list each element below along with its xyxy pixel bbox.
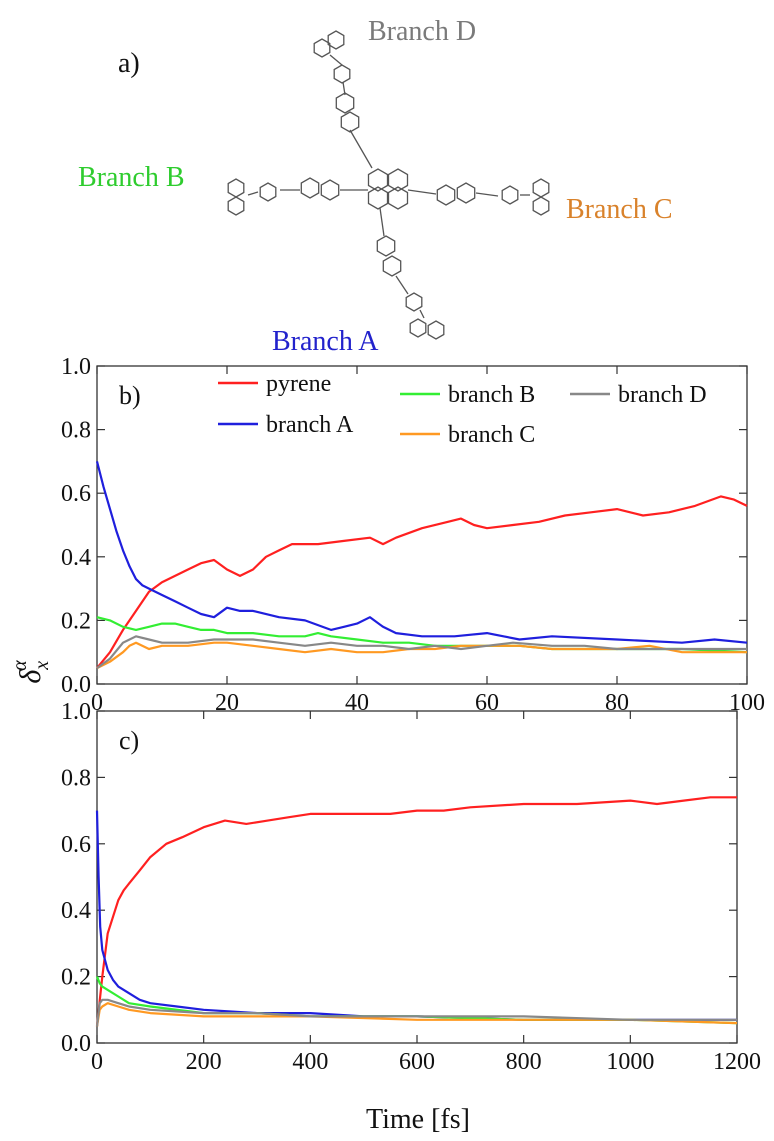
x-tick-label: 0: [91, 690, 103, 716]
y-label-sup: α: [9, 660, 31, 671]
alkyne-bond: [407, 189, 437, 195]
plot-frame: [96, 365, 748, 685]
x-tick-label: 20: [215, 690, 239, 716]
pyrene-ring: [387, 168, 409, 192]
carbazole-ring: [227, 178, 245, 198]
x-tick-label: 0: [91, 1049, 103, 1075]
carbazole-ring: [409, 318, 427, 338]
series-line-pyrene: [96, 495, 748, 669]
x-tick-label: 80: [605, 690, 629, 716]
y-tick-label: 1.0: [61, 699, 91, 725]
alkyne-bond: [342, 81, 346, 96]
alkyne-bond: [475, 192, 499, 197]
pyrene-ring: [387, 186, 409, 210]
panel-label: c): [119, 726, 139, 755]
branch-d-label: Branch D: [368, 16, 476, 47]
x-tick-label: 40: [345, 690, 369, 716]
phenyl-ring: [259, 182, 277, 202]
x-tick-label: 1200: [713, 1049, 761, 1075]
panel-a-label: a): [118, 48, 140, 79]
fluorene-ring: [320, 179, 340, 201]
fluorene-ring: [376, 235, 396, 257]
y-tick-label: 0.0: [61, 1031, 91, 1057]
phenyl-ring: [405, 292, 423, 312]
panel-label: b): [119, 381, 141, 410]
plot-frame: [96, 710, 738, 1044]
alkyne-bond: [379, 207, 385, 237]
phenyl-ring: [333, 64, 351, 84]
panel-b-legend: pyrene branch A branch B branch C branch D: [218, 371, 707, 448]
phenyl-ring: [501, 185, 519, 205]
y-tick-label: 1.0: [61, 354, 91, 380]
pyrene-ring: [367, 168, 389, 192]
fluorene-ring: [340, 111, 360, 133]
y-tick-label: 0.6: [61, 481, 91, 507]
series-line-series-1: [95, 810, 737, 1021]
x-tick-label: 600: [399, 1049, 435, 1075]
y-tick-label: 0.6: [61, 832, 91, 858]
branch-b-label: Branch B: [78, 162, 185, 193]
molecule-structure: [227, 30, 550, 340]
x-tick-label: 1000: [606, 1049, 654, 1075]
panel-a-molecule: a) Branch D Branch B Branch C Branch A: [78, 16, 673, 357]
series-line-branch-A: [95, 461, 748, 644]
series-line-series-0: [95, 796, 737, 1027]
series-line-series-4: [95, 998, 737, 1027]
legend-label: branch C: [448, 422, 535, 448]
x-tick-label: 60: [475, 690, 499, 716]
fluorene-ring: [382, 255, 402, 277]
series-line-branch-C: [96, 641, 747, 670]
y-tick-label: 0.4: [61, 898, 91, 924]
pyrene-ring: [367, 186, 389, 210]
legend-label: branch D: [618, 382, 707, 408]
y-tick-label: 0.2: [61, 608, 91, 634]
x-tick-label: 100: [729, 690, 765, 716]
legend-label: branch A: [266, 412, 354, 438]
y-axis-label: δxα: [9, 660, 53, 684]
bond: [247, 191, 259, 196]
carbazole-ring: [532, 196, 550, 216]
carbazole-ring: [427, 320, 445, 340]
svg-text:δxα: δxα: [9, 660, 53, 684]
carbazole-ring: [313, 38, 331, 58]
y-tick-label: 0.2: [61, 965, 91, 991]
carbazole-ring: [327, 30, 345, 50]
fluorene-ring: [335, 92, 355, 114]
y-tick-label: 0.8: [61, 418, 91, 444]
legend-label: branch B: [448, 382, 535, 408]
carbazole-ring: [227, 196, 245, 216]
y-label-sub: x: [31, 661, 53, 671]
x-axis-title: Time [fs]: [366, 1104, 470, 1135]
y-tick-label: 0.0: [61, 672, 91, 698]
bond: [329, 54, 343, 66]
series-line-series-3: [95, 1002, 738, 1027]
y-tick-label: 0.4: [61, 545, 91, 571]
fluorene-ring: [300, 177, 320, 199]
legend-label: pyrene: [266, 371, 331, 397]
x-tick-label: 200: [186, 1049, 222, 1075]
alkyne-bond: [395, 275, 409, 295]
branch-c-label: Branch C: [566, 194, 673, 225]
carbazole-ring: [532, 178, 550, 198]
fluorene-ring: [436, 184, 456, 206]
y-label-symbol: δ: [14, 669, 47, 684]
y-tick-label: 0.8: [61, 765, 91, 791]
x-tick-label: 400: [292, 1049, 328, 1075]
series-line-branch-D: [96, 635, 747, 669]
panel-b-chart: 0 20 40 60 80 100 0.0 0.2 0.4 0.6 0.8 1.0 b): [61, 354, 765, 716]
alkyne-bond: [349, 129, 373, 169]
bond: [419, 309, 425, 319]
x-tick-label: 800: [506, 1049, 542, 1075]
fluorene-ring: [456, 182, 476, 204]
panel-c-chart: 0 200 400 600 800 1000 1200 0.0 0.2 0.4 0.6 0.8 1.0 c…: [61, 699, 761, 1075]
branch-a-label: Branch A: [272, 326, 379, 357]
